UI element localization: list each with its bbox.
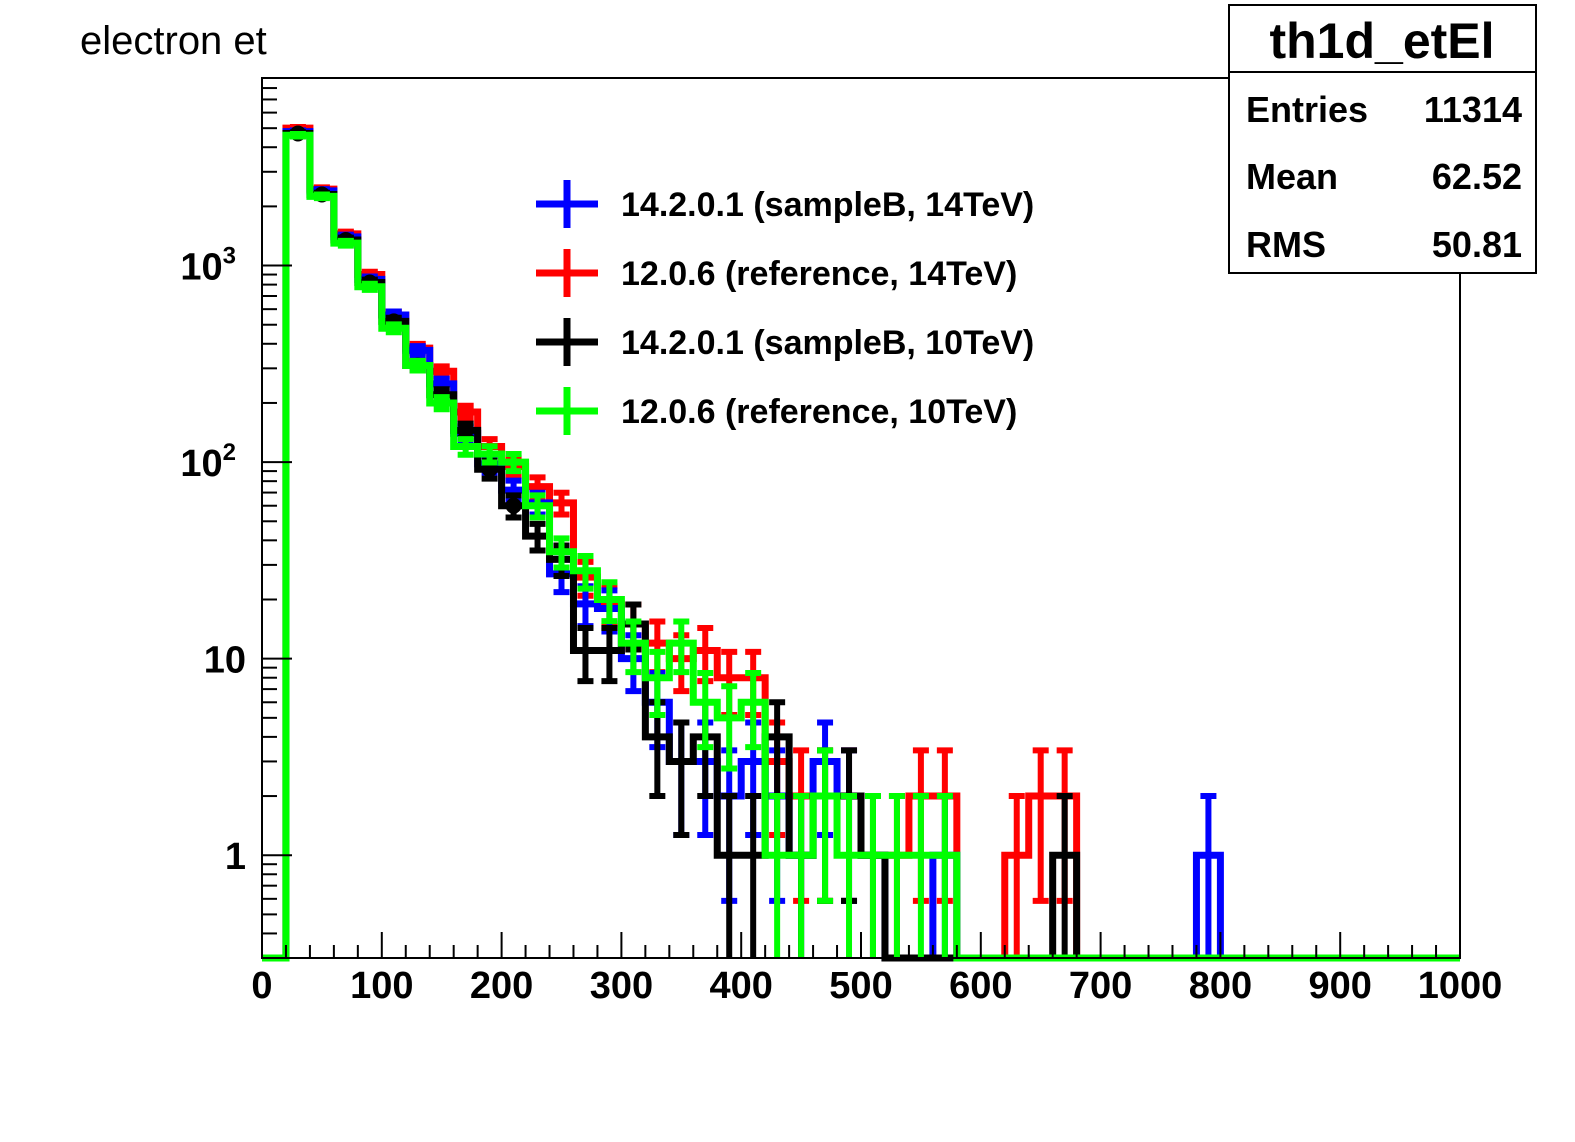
series-2-errorbar xyxy=(745,793,762,958)
series-2-errorbar xyxy=(529,520,546,554)
axis-ticks: 0 100 200 300 400 500 600 700 800 900 1000 1 10 102 10… xyxy=(180,77,1503,1007)
legend-entry: 12.0.6 (reference, 10TeV) xyxy=(536,387,1017,435)
series-3-errorbar xyxy=(505,450,522,475)
x-tick-label: 800 xyxy=(1189,965,1252,1007)
series-3-errorbar xyxy=(888,793,905,958)
series-3-errorbar xyxy=(409,357,426,374)
series-3-errorbar xyxy=(817,747,834,904)
x-tick-label: 1000 xyxy=(1418,965,1503,1007)
series-3-errorbar xyxy=(529,492,546,521)
series-3-errorbar xyxy=(864,793,881,958)
legend-label: 14.2.0.1 (sampleB, 14TeV) xyxy=(621,186,1034,224)
stats-entries-value: 11314 xyxy=(1424,89,1522,130)
chart-title: electron et xyxy=(80,19,267,63)
series-1-errorbar xyxy=(1008,793,1025,958)
series-1-errorbar xyxy=(553,489,570,518)
series-1-errorbar xyxy=(457,402,474,422)
x-tick-label: 400 xyxy=(709,965,772,1007)
stats-rms-value: 50.81 xyxy=(1432,224,1522,265)
series-2-errorbar xyxy=(1056,793,1073,958)
series-3-errorbar xyxy=(481,443,498,466)
stats-box: th1d_etEl Entries 11314 Mean 62.52 RMS 5… xyxy=(1228,4,1537,274)
series-3-errorbar xyxy=(745,670,762,751)
legend-entry: 14.2.0.1 (sampleB, 10TeV) xyxy=(536,318,1034,366)
series-2-errorbar xyxy=(721,793,738,958)
series-3-errorbar xyxy=(721,683,738,772)
legend: 14.2.0.1 (sampleB, 14TeV) 12.0.6 (referen… xyxy=(536,180,1034,435)
stats-box-frame xyxy=(1228,4,1537,274)
y-tick-label: 102 xyxy=(180,439,236,485)
stats-entries-label: Entries xyxy=(1246,89,1368,130)
legend-label: 12.0.6 (reference, 10TeV) xyxy=(621,393,1017,431)
series-3-errorbar xyxy=(936,793,953,958)
series-3-errorbar xyxy=(433,394,450,413)
series-3-errorbar xyxy=(385,321,402,336)
stats-mean-value: 62.52 xyxy=(1432,156,1522,197)
x-tick-label: 600 xyxy=(949,965,1012,1007)
y-tick-label: 10 xyxy=(204,640,246,682)
x-tick-label: 0 xyxy=(251,965,272,1007)
legend-label: 14.2.0.1 (sampleB, 10TeV) xyxy=(621,324,1034,362)
x-tick-label: 100 xyxy=(350,965,413,1007)
series-2-errorbar xyxy=(505,492,522,521)
stats-rms-label: RMS xyxy=(1246,224,1326,265)
x-tick-label: 900 xyxy=(1308,965,1371,1007)
series-3-errorbar xyxy=(649,648,666,718)
series-3-errorbar xyxy=(313,191,330,202)
series-3-errorbar xyxy=(793,793,810,958)
series-2-errorbar xyxy=(457,420,474,441)
series-3-errorbar xyxy=(289,131,306,140)
series-3-errorbar xyxy=(769,793,786,958)
y-tick-label: 1 xyxy=(225,836,246,878)
series-3-errorbar xyxy=(673,618,690,676)
y-tick-label: 103 xyxy=(180,243,236,289)
series-3-errorbar xyxy=(577,553,594,592)
series-3-errorbar xyxy=(697,670,714,751)
series-3-errorbar xyxy=(601,579,618,625)
series-3-errorbar xyxy=(457,436,474,458)
series-3-errorbar xyxy=(361,280,378,293)
series-2-marker xyxy=(457,422,474,439)
series-3-errorbar xyxy=(553,535,570,571)
stats-mean-label: Mean xyxy=(1246,156,1338,197)
series-0-errorbar xyxy=(409,343,426,358)
x-tick-label: 300 xyxy=(590,965,653,1007)
series-0-errorbar xyxy=(1200,793,1217,958)
series-3-errorbar xyxy=(337,237,354,249)
series-2-errorbar xyxy=(577,625,594,685)
series-2-errorbar xyxy=(673,719,690,838)
series-1-errorbar xyxy=(1032,747,1049,904)
x-tick-label: 200 xyxy=(470,965,533,1007)
x-tick-label: 700 xyxy=(1069,965,1132,1007)
legend-entry: 14.2.0.1 (sampleB, 14TeV) xyxy=(536,180,1034,228)
series-3-errorbar xyxy=(912,793,929,958)
series-2-marker xyxy=(505,497,522,514)
series-3-errorbar xyxy=(625,618,642,676)
x-tick-label: 500 xyxy=(829,965,892,1007)
legend-label: 12.0.6 (reference, 14TeV) xyxy=(621,255,1017,293)
legend-entry: 12.0.6 (reference, 14TeV) xyxy=(536,249,1017,297)
series-2-errorbar xyxy=(601,625,618,685)
stats-title: th1d_etEl xyxy=(1269,13,1494,69)
series-3-errorbar xyxy=(841,793,858,958)
